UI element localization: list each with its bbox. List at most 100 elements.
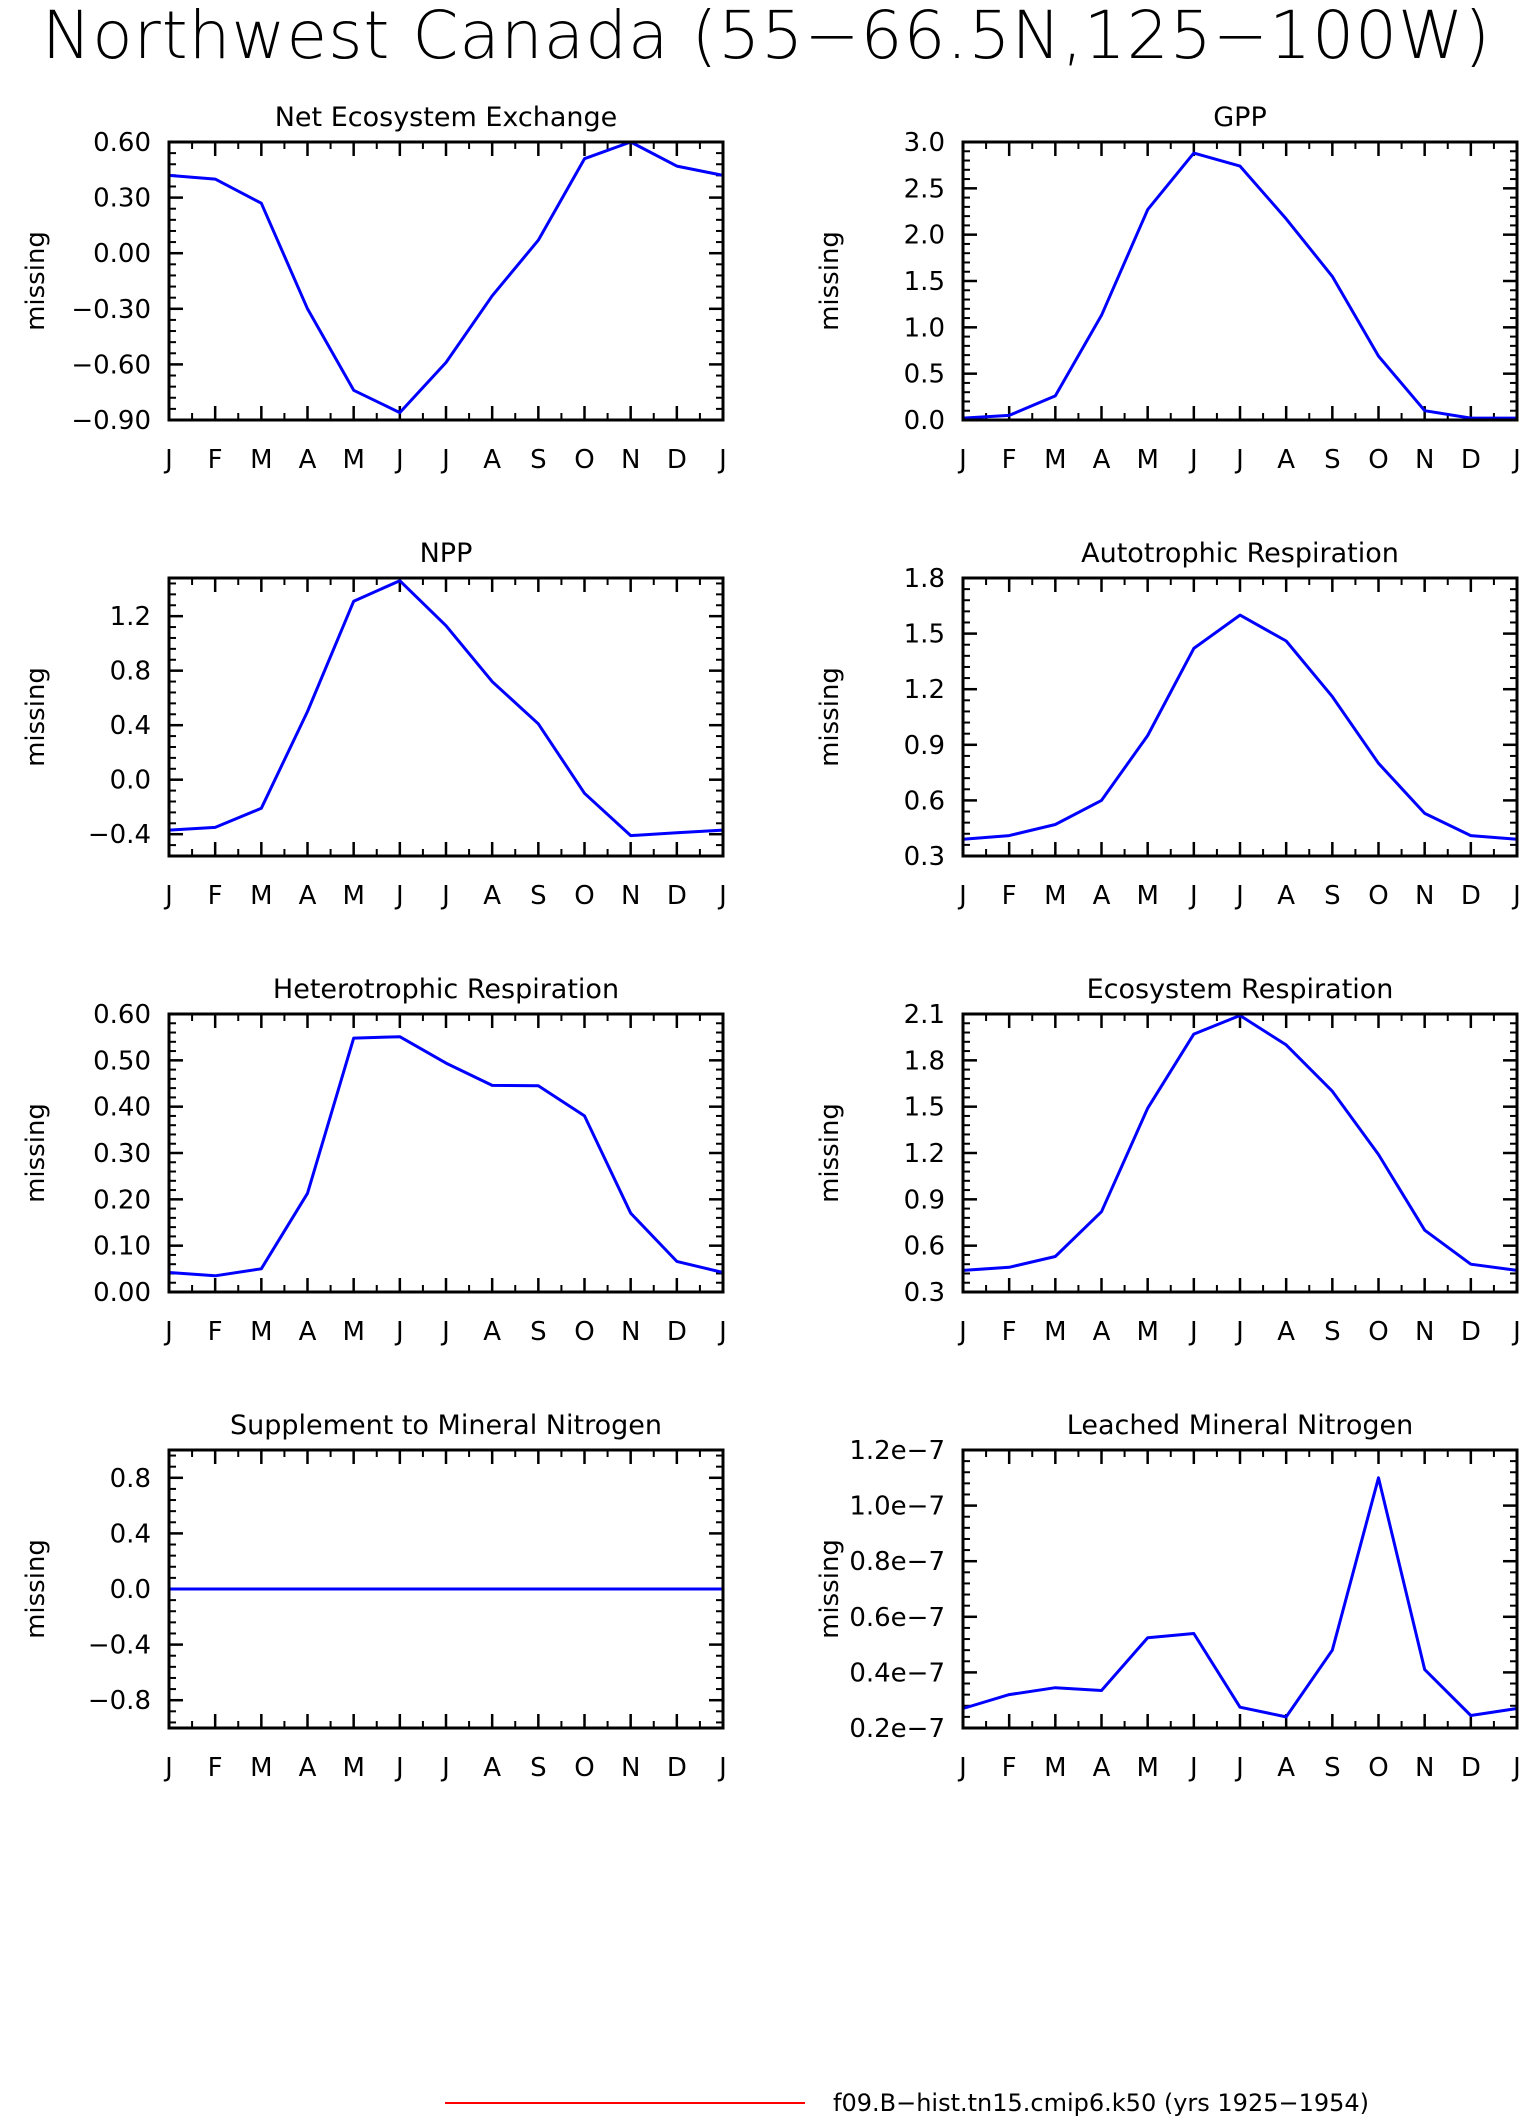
y-axis-label: missing bbox=[815, 1539, 845, 1639]
y-tick-label: 1.2 bbox=[110, 602, 151, 632]
x-tick-label: J bbox=[957, 1753, 967, 1783]
x-tick-label: J bbox=[717, 1753, 727, 1783]
legend-line-swatch bbox=[445, 2102, 805, 2104]
chart-title: Net Ecosystem Exchange bbox=[275, 102, 618, 133]
x-tick-label: A bbox=[1093, 881, 1111, 911]
x-tick-label: O bbox=[574, 1753, 594, 1783]
x-tick-label: D bbox=[1461, 1753, 1481, 1783]
y-tick-label: 0.00 bbox=[93, 239, 151, 269]
y-axis-label: missing bbox=[815, 667, 845, 767]
x-tick-label: J bbox=[163, 1753, 173, 1783]
x-tick-label: M bbox=[1044, 1753, 1066, 1783]
x-tick-label: N bbox=[621, 1753, 640, 1783]
x-tick-label: J bbox=[440, 1753, 450, 1783]
y-tick-label: 1.2 bbox=[904, 675, 945, 705]
x-tick-label: M bbox=[250, 445, 272, 475]
x-tick-label: M bbox=[342, 445, 364, 475]
x-tick-label: J bbox=[717, 1317, 727, 1347]
y-tick-label: 1.2 bbox=[904, 1139, 945, 1169]
chart-title: NPP bbox=[420, 538, 473, 569]
x-tick-label: A bbox=[1277, 445, 1295, 475]
y-tick-label: −0.4 bbox=[88, 820, 151, 850]
x-tick-label: J bbox=[440, 881, 450, 911]
x-tick-label: S bbox=[1324, 1753, 1341, 1783]
x-tick-label: O bbox=[1368, 445, 1388, 475]
y-tick-label: 1.5 bbox=[904, 1093, 945, 1123]
x-tick-label: J bbox=[163, 1317, 173, 1347]
data-line bbox=[962, 613, 1518, 841]
x-tick-label: A bbox=[1093, 445, 1111, 475]
x-tick-label: J bbox=[957, 881, 967, 911]
x-tick-label: N bbox=[1415, 1753, 1434, 1783]
x-tick-label: J bbox=[717, 881, 727, 911]
legend-label: f09.B−hist.tn15.cmip6.k50 (yrs 1925−1954… bbox=[833, 2089, 1370, 2117]
y-tick-label: 0.00 bbox=[93, 1278, 151, 1308]
x-tick-label: J bbox=[440, 445, 450, 475]
plot-frame bbox=[961, 140, 1519, 422]
data-line bbox=[962, 1476, 1518, 1719]
x-tick-label: J bbox=[394, 445, 404, 475]
y-tick-label: 0.8e−7 bbox=[849, 1547, 945, 1577]
y-tick-label: 0.30 bbox=[93, 1139, 151, 1169]
y-tick-label: 0.4 bbox=[110, 711, 151, 741]
x-tick-label: J bbox=[957, 445, 967, 475]
y-tick-label: 3.0 bbox=[904, 128, 945, 158]
y-tick-label: −0.30 bbox=[71, 295, 151, 325]
x-tick-label: S bbox=[1324, 1317, 1341, 1347]
chart-title: Ecosystem Respiration bbox=[1087, 974, 1394, 1005]
x-tick-label: M bbox=[342, 1317, 364, 1347]
y-tick-label: 1.5 bbox=[904, 267, 945, 297]
x-tick-label: A bbox=[299, 1753, 317, 1783]
x-tick-label: A bbox=[299, 445, 317, 475]
x-tick-label: F bbox=[208, 881, 223, 911]
x-tick-label: M bbox=[342, 1753, 364, 1783]
y-tick-label: 0.4e−7 bbox=[849, 1658, 945, 1688]
x-tick-label: F bbox=[208, 1317, 223, 1347]
chart-title: GPP bbox=[1213, 102, 1267, 133]
x-tick-label: J bbox=[957, 1317, 967, 1347]
y-tick-label: 0.9 bbox=[904, 731, 945, 761]
y-tick-label: 0.4 bbox=[110, 1519, 151, 1549]
x-tick-label: N bbox=[621, 445, 640, 475]
x-tick-label: F bbox=[1002, 1317, 1017, 1347]
x-tick-label: A bbox=[1277, 881, 1295, 911]
x-tick-label: O bbox=[574, 445, 594, 475]
x-tick-label: J bbox=[1234, 1753, 1244, 1783]
y-tick-label: 0.60 bbox=[93, 128, 151, 158]
data-line bbox=[168, 140, 724, 415]
plot-frame bbox=[961, 1448, 1519, 1730]
x-tick-label: D bbox=[667, 1753, 687, 1783]
y-tick-label: 0.3 bbox=[904, 842, 945, 872]
legend: f09.B−hist.tn15.cmip6.k50 (yrs 1925−1954… bbox=[445, 2088, 1369, 2118]
x-tick-label: M bbox=[1136, 1753, 1158, 1783]
y-axis-label: missing bbox=[21, 231, 51, 331]
y-tick-label: 0.6 bbox=[904, 786, 945, 816]
y-tick-label: 1.0e−7 bbox=[849, 1492, 945, 1522]
x-tick-label: S bbox=[1324, 881, 1341, 911]
x-tick-label: S bbox=[1324, 445, 1341, 475]
y-tick-label: 0.3 bbox=[904, 1278, 945, 1308]
y-tick-label: −0.8 bbox=[88, 1686, 151, 1716]
x-tick-label: J bbox=[1234, 881, 1244, 911]
y-tick-label: 0.10 bbox=[93, 1232, 151, 1262]
x-tick-label: J bbox=[163, 881, 173, 911]
x-tick-label: J bbox=[1234, 1317, 1244, 1347]
data-line bbox=[962, 151, 1517, 420]
x-tick-label: J bbox=[1511, 881, 1521, 911]
x-tick-label: J bbox=[163, 445, 173, 475]
x-tick-label: J bbox=[394, 1753, 404, 1783]
x-tick-label: A bbox=[299, 881, 317, 911]
chart-title: Autotrophic Respiration bbox=[1081, 538, 1399, 569]
x-tick-label: A bbox=[1093, 1753, 1111, 1783]
data-line bbox=[962, 1014, 1518, 1272]
x-tick-label: S bbox=[530, 1753, 547, 1783]
x-tick-label: F bbox=[208, 445, 223, 475]
x-tick-label: D bbox=[667, 1317, 687, 1347]
y-tick-label: 1.0 bbox=[904, 313, 945, 343]
x-tick-label: A bbox=[299, 1317, 317, 1347]
y-tick-label: 0.2e−7 bbox=[849, 1714, 945, 1744]
